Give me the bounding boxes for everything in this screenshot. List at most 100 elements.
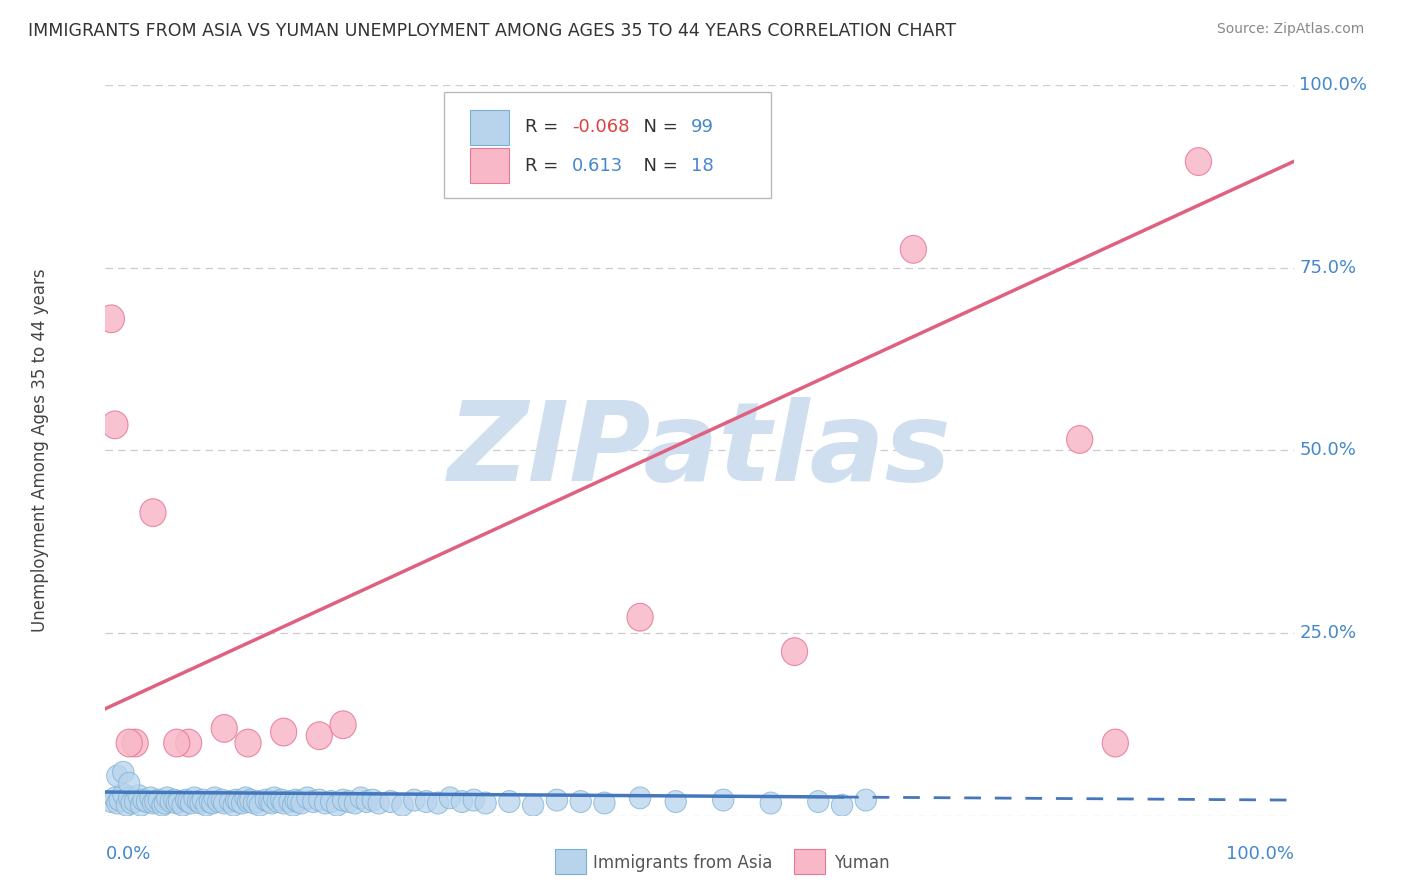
Ellipse shape [176,729,201,757]
Ellipse shape [142,792,163,814]
Ellipse shape [344,792,366,814]
Ellipse shape [107,765,128,787]
Ellipse shape [169,790,190,813]
Ellipse shape [224,794,245,816]
Ellipse shape [110,789,131,811]
Ellipse shape [263,787,285,809]
Text: Immigrants from Asia: Immigrants from Asia [593,854,773,871]
Ellipse shape [118,787,141,809]
Ellipse shape [380,790,401,813]
Ellipse shape [267,790,288,813]
Ellipse shape [665,790,686,813]
Text: 0.613: 0.613 [572,157,624,175]
Ellipse shape [475,792,496,814]
Ellipse shape [363,789,384,811]
Ellipse shape [201,792,224,814]
Ellipse shape [463,789,485,811]
Ellipse shape [211,714,238,742]
Bar [470,110,509,145]
Ellipse shape [900,235,927,263]
Ellipse shape [326,794,347,816]
Ellipse shape [283,794,304,816]
Text: N =: N = [631,118,683,136]
Ellipse shape [278,790,301,813]
Ellipse shape [141,787,162,809]
Ellipse shape [107,792,128,814]
Ellipse shape [308,789,330,811]
Ellipse shape [1185,148,1212,176]
Ellipse shape [356,790,378,813]
Ellipse shape [112,783,134,805]
Ellipse shape [439,787,461,809]
Text: R =: R = [524,118,564,136]
Ellipse shape [141,499,166,526]
Ellipse shape [121,792,142,814]
Ellipse shape [195,794,217,816]
Text: -0.068: -0.068 [572,118,630,136]
Ellipse shape [249,794,270,816]
Ellipse shape [101,411,128,439]
Text: 100.0%: 100.0% [1299,76,1368,94]
Ellipse shape [232,792,253,814]
Ellipse shape [193,789,214,811]
Ellipse shape [247,790,269,813]
Ellipse shape [262,792,283,814]
Ellipse shape [211,789,232,811]
Text: 50.0%: 50.0% [1299,442,1357,459]
Ellipse shape [368,792,389,814]
Ellipse shape [219,790,240,813]
Ellipse shape [569,790,592,813]
Ellipse shape [855,789,876,811]
Ellipse shape [187,790,209,813]
Ellipse shape [451,790,472,813]
Ellipse shape [125,790,146,813]
Ellipse shape [627,603,654,632]
Ellipse shape [166,792,187,814]
Text: N =: N = [631,157,683,175]
Ellipse shape [104,787,125,809]
Ellipse shape [122,729,148,757]
Ellipse shape [761,792,782,814]
Ellipse shape [630,787,651,809]
Ellipse shape [172,794,194,816]
Ellipse shape [239,789,262,811]
Ellipse shape [350,787,371,809]
Ellipse shape [546,789,568,811]
Ellipse shape [270,789,292,811]
Ellipse shape [807,790,830,813]
Ellipse shape [499,790,520,813]
Ellipse shape [392,794,413,816]
Text: Unemployment Among Ages 35 to 44 years: Unemployment Among Ages 35 to 44 years [31,268,49,632]
Ellipse shape [136,790,157,813]
Ellipse shape [831,794,853,816]
Ellipse shape [131,794,152,816]
Ellipse shape [302,790,323,813]
Text: 75.0%: 75.0% [1299,259,1357,277]
Ellipse shape [593,792,616,814]
Ellipse shape [163,789,186,811]
Ellipse shape [225,789,247,811]
Text: Source: ZipAtlas.com: Source: ZipAtlas.com [1216,22,1364,37]
Ellipse shape [163,729,190,757]
Ellipse shape [297,787,318,809]
Ellipse shape [330,711,356,739]
Ellipse shape [118,772,141,794]
Ellipse shape [291,792,312,814]
Ellipse shape [339,790,360,813]
Ellipse shape [117,794,138,816]
Ellipse shape [427,792,449,814]
Ellipse shape [713,789,734,811]
Ellipse shape [273,792,294,814]
Ellipse shape [180,792,201,814]
Text: 18: 18 [692,157,714,175]
Ellipse shape [145,790,166,813]
Text: IMMIGRANTS FROM ASIA VS YUMAN UNEMPLOYMENT AMONG AGES 35 TO 44 YEARS CORRELATION: IMMIGRANTS FROM ASIA VS YUMAN UNEMPLOYME… [28,22,956,40]
Ellipse shape [1102,729,1129,757]
Ellipse shape [152,794,173,816]
FancyBboxPatch shape [444,92,770,198]
Ellipse shape [332,789,354,811]
Ellipse shape [148,789,170,811]
Ellipse shape [112,762,134,783]
Ellipse shape [270,718,297,746]
Ellipse shape [307,722,332,749]
